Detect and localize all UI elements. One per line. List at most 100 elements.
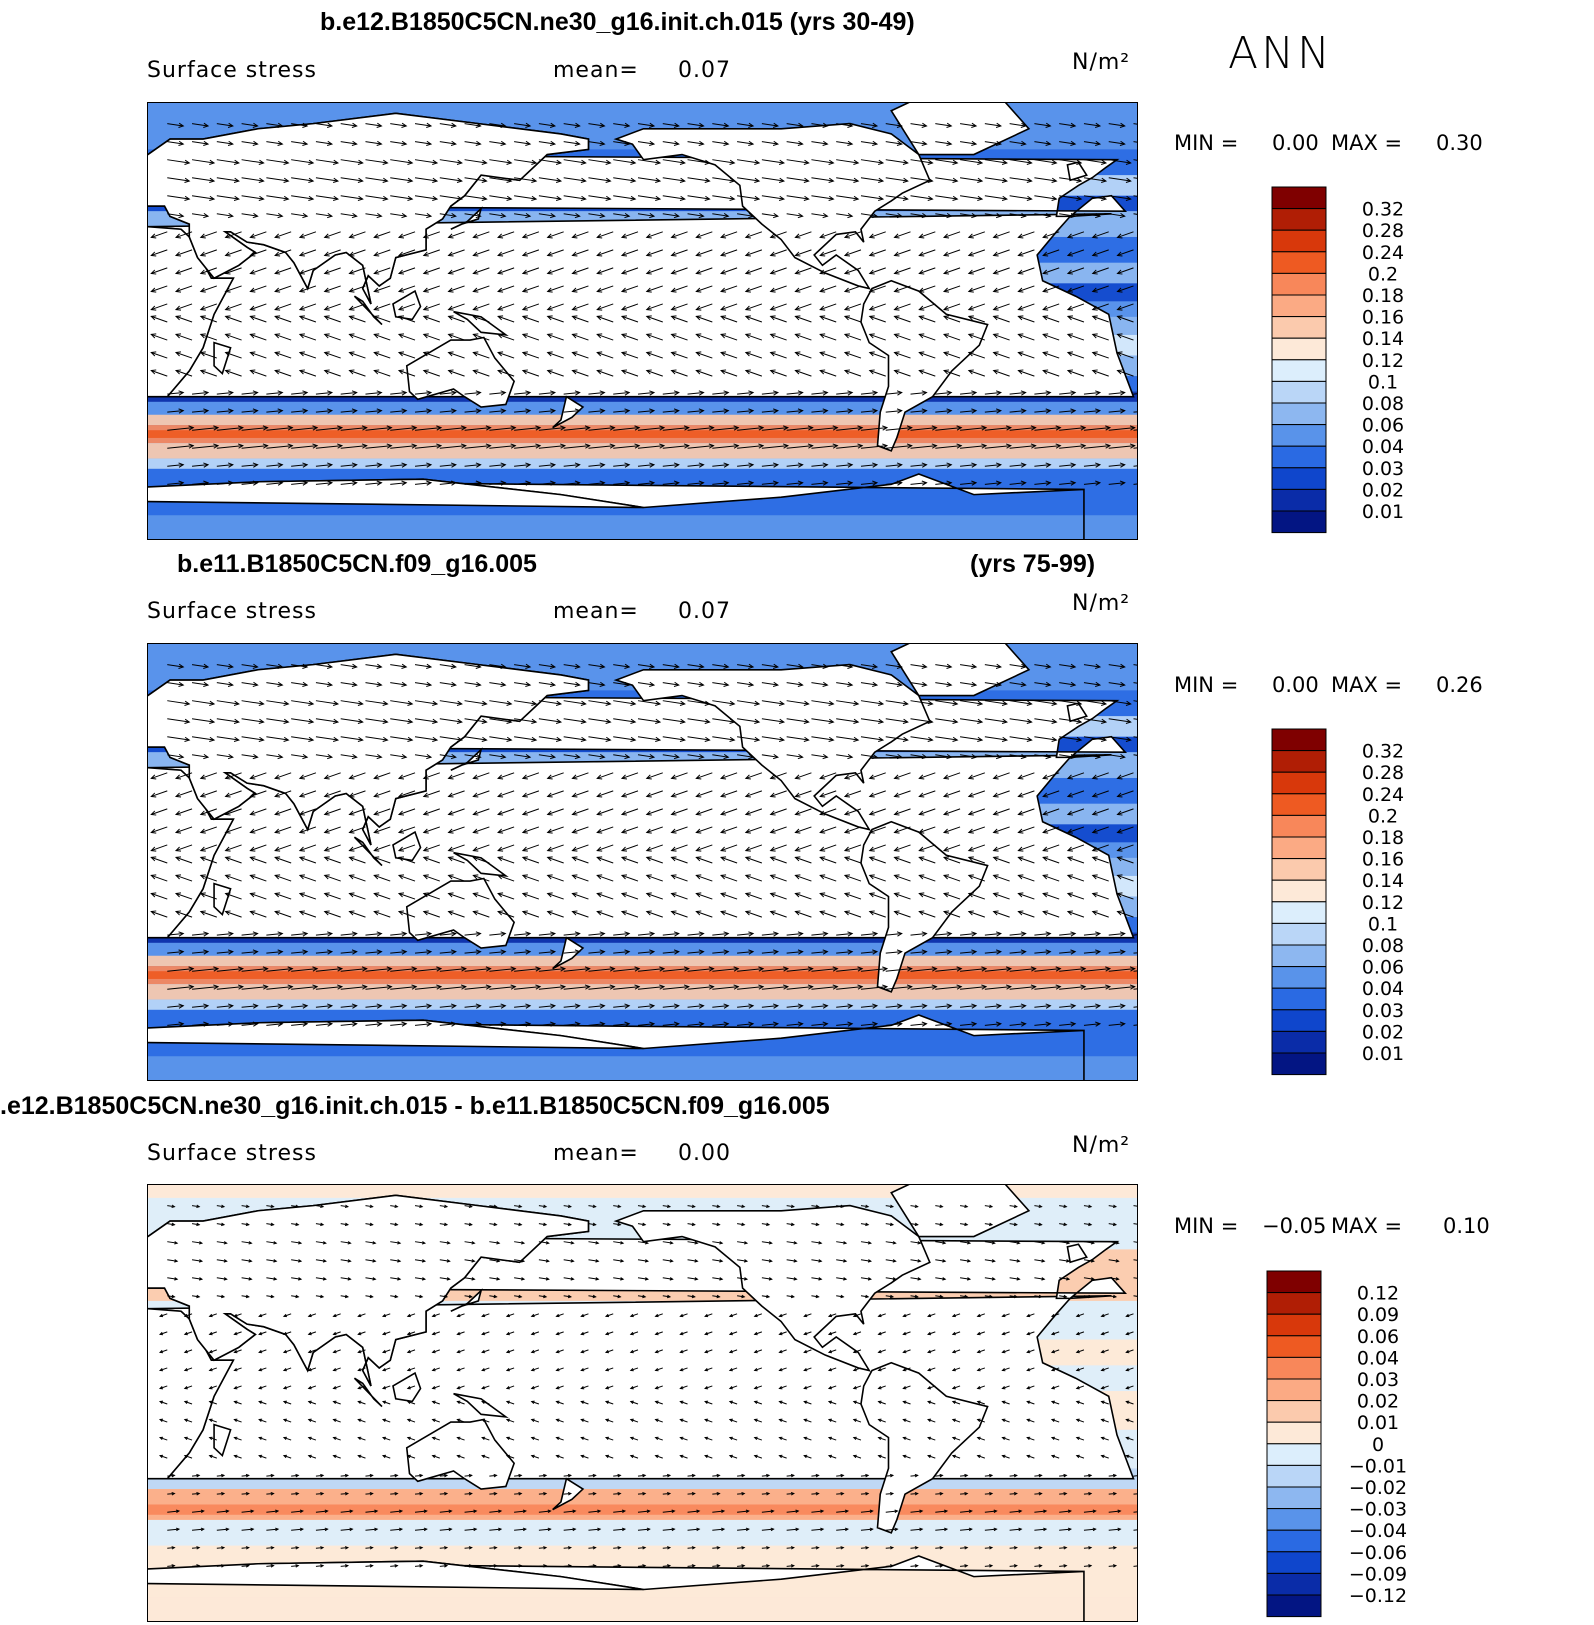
stress-arrow [1009, 410, 1026, 413]
stress-arrow [175, 267, 193, 274]
stress-arrow-head [1001, 1436, 1006, 1441]
stress-arrow [984, 464, 1001, 467]
stress-arrow [216, 986, 243, 990]
stress-arrow-head [277, 408, 284, 414]
stress-arrow [1067, 333, 1085, 341]
stress-arrow [820, 370, 837, 377]
stress-arrow [737, 1023, 754, 1026]
stress-arrow [382, 1401, 391, 1405]
stress-arrow [704, 1385, 713, 1389]
stress-arrow-head [357, 1436, 362, 1441]
stress-arrow [1034, 141, 1051, 145]
stress-arrow [432, 1367, 440, 1371]
stress-arrow [349, 892, 366, 900]
stress-arrow-head [245, 1204, 250, 1209]
stress-arrow [216, 1474, 225, 1477]
stress-arrow-head [1026, 1313, 1031, 1318]
stress-arrow-head [794, 315, 801, 321]
stress-arrow [894, 231, 911, 238]
stress-arrow [646, 772, 663, 779]
stress-arrow-head [274, 828, 281, 834]
stress-arrow-head [252, 122, 259, 128]
stress-arrow-head [989, 1204, 994, 1209]
stress-arrow [291, 1005, 308, 1008]
stress-arrow-head [224, 910, 231, 916]
stress-arrow [390, 933, 407, 936]
stress-arrow-head [778, 177, 786, 183]
stress-arrow [1009, 445, 1036, 449]
stress-arrow [216, 736, 239, 741]
stress-arrow-head [1076, 718, 1083, 724]
stress-arrow-head [1042, 305, 1049, 311]
stress-arrow-head [720, 846, 727, 852]
stress-arrow-head [694, 1259, 699, 1263]
stress-arrow [547, 856, 564, 864]
stress-arrow [1108, 1510, 1121, 1513]
stress-arrow [977, 1313, 986, 1317]
stress-arrow [671, 911, 688, 918]
panel-3-mean-label: mean= [553, 1141, 639, 1166]
stress-arrow-head [302, 462, 309, 468]
stress-arrow [712, 933, 729, 936]
stress-arrow [885, 464, 902, 467]
stress-arrow-head [1075, 1331, 1080, 1336]
stress-arrow [779, 1437, 787, 1441]
stress-arrow [414, 682, 432, 686]
stress-arrow [910, 123, 927, 127]
stress-arrow [737, 123, 754, 127]
stress-arrow-head [914, 1222, 919, 1227]
stress-arrow [315, 123, 332, 127]
stress-arrow [432, 1455, 440, 1459]
stress-arrow [637, 1205, 646, 1208]
stress-arrow [209, 1313, 217, 1317]
stress-arrow-head [1070, 212, 1077, 219]
stress-arrow-head [1066, 305, 1073, 311]
stress-arrow [885, 427, 912, 431]
stress-arrow [423, 911, 440, 918]
stress-arrow-head [695, 874, 702, 880]
stress-arrow-head [772, 753, 780, 760]
stress-arrow-head [178, 462, 185, 468]
stress-arrow [662, 445, 689, 449]
stress-arrow-head [436, 443, 443, 449]
stress-arrow-head [348, 828, 355, 834]
stress-arrow [588, 1005, 605, 1008]
stress-arrow-head [708, 443, 715, 449]
stress-arrow [1018, 267, 1035, 274]
stress-arrow [398, 772, 416, 779]
stress-arrow-head [376, 140, 383, 147]
stress-arrow-head [708, 425, 715, 431]
stress-arrow [473, 874, 490, 882]
stress-arrow [439, 1474, 448, 1477]
stress-arrow [481, 1419, 490, 1423]
stress-arrow [737, 754, 754, 758]
stress-arrow [960, 410, 977, 413]
stress-arrow-head [475, 462, 482, 468]
stress-arrow [365, 700, 388, 705]
stress-arrow-head [1119, 753, 1126, 760]
panel-1-map-svg [148, 103, 1137, 539]
stress-arrow [1108, 1474, 1116, 1477]
stress-arrow [1034, 123, 1051, 127]
stress-arrow [151, 844, 168, 852]
stress-arrow [786, 445, 813, 449]
colorbar-swatch [1271, 337, 1327, 361]
stress-arrow-head [624, 663, 631, 669]
stress-arrow [315, 986, 342, 990]
stress-arrow [390, 123, 407, 127]
stress-arrow-head [373, 369, 380, 375]
stress-arrow [414, 736, 438, 741]
stress-arrow-head [620, 846, 628, 852]
stress-arrow [1018, 844, 1035, 852]
stress-arrow-head [213, 966, 220, 972]
stress-arrow [506, 1455, 515, 1459]
stress-arrow [687, 968, 714, 972]
stress-arrow-head [419, 1222, 424, 1227]
stress-arrow-head [1125, 1454, 1130, 1459]
stress-arrow-head [971, 480, 978, 486]
stress-arrow-head [819, 305, 826, 311]
stress-arrow [844, 370, 862, 377]
stress-arrow-head [720, 287, 727, 293]
stress-arrow-head [704, 718, 711, 724]
stress-arrow-head [323, 856, 330, 862]
